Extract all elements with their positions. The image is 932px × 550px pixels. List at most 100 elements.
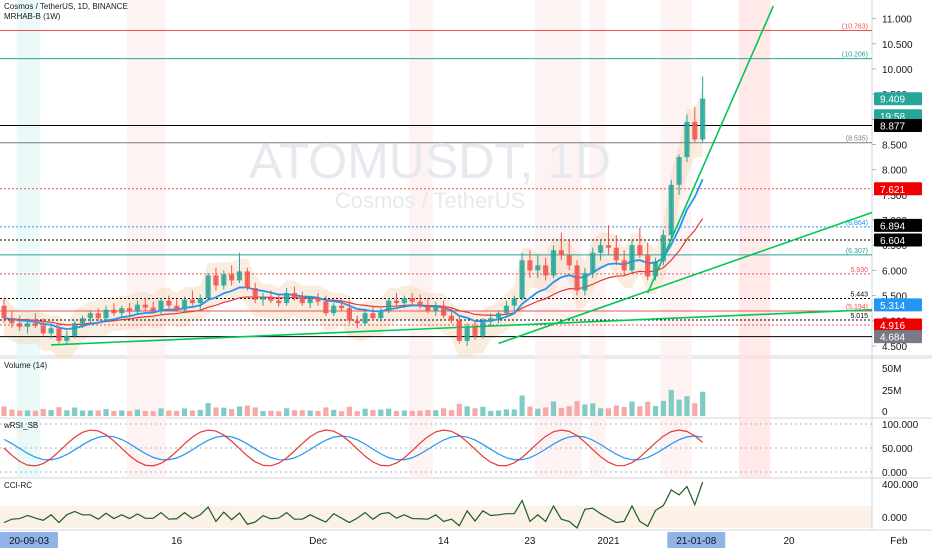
candle-body [660,235,666,262]
price-badge [874,218,922,232]
level-label: (10.763) [842,24,868,31]
volume-bar [79,410,86,416]
candle-body [221,274,227,286]
volume-bar [103,409,109,416]
candle-body [205,275,211,299]
event-strip [589,0,606,478]
volume-bar [558,407,564,416]
cci-line [3,481,704,529]
price-badge [874,318,922,332]
volume-bar [268,410,274,416]
candle-body [268,296,274,301]
candle-body [331,305,337,314]
candle-body [48,328,54,334]
volume-bar [150,411,156,416]
volume-bar [338,411,345,416]
volume-bar [582,404,588,416]
volume-bar [181,408,188,416]
volume-bar [472,408,478,416]
watermark-name: Cosmos / TetherUS [334,188,526,213]
candle-body [197,298,203,304]
wrsi-pane-title: wRSI_SB [4,421,39,430]
price-badge [874,182,922,196]
price-badge-label: 4.684 [880,333,905,344]
level-label: (6.307) [846,248,868,255]
candle-body [142,304,148,308]
watermark-ticker: ATOMUSDT, 1D [248,133,612,189]
level-label: 5.930 [850,267,868,274]
volume-bar [613,405,619,416]
candle-body [95,313,101,319]
volume-bar [574,401,580,416]
volume-bar [1,406,7,416]
candle-body [134,304,141,312]
volume-bar [535,408,541,416]
price-badge-label: 5.314 [880,301,905,312]
volume-bar [393,411,400,416]
volume-bar [692,403,698,416]
volume-bar [645,401,651,416]
volume-bar [323,407,329,416]
price-tick-label: 8.500 [882,140,907,151]
candle-body [613,247,619,261]
candle-body [598,245,604,253]
volume-bar [346,406,352,416]
candle-body [488,318,494,322]
price-badge [874,119,922,133]
volume-bar [543,407,549,416]
volume-bar [684,396,690,416]
candle-body [652,261,659,277]
candle-body [24,323,31,327]
candle-body [409,298,415,302]
volume-bar [629,401,635,416]
candle-body [472,326,478,336]
candle-body [189,299,195,304]
candle-body [291,293,298,299]
candle-body [433,305,439,311]
candle-body [519,260,525,299]
price-badge-label: 6.604 [880,236,905,247]
volume-bar [119,410,125,416]
volume-bar [621,407,627,416]
candle-body [362,313,368,324]
volume-bar [205,403,211,416]
wrsi-tick-label: 0.000 [882,468,907,479]
candle-body [621,260,627,271]
symbol-title: Cosmos / TetherUS, 1D, BINANCE [4,2,128,11]
price-tick-label: 5.500 [882,292,907,303]
volume-bar [166,410,172,416]
level-label: (8.535) [846,136,868,143]
price-tick-label: 10.000 [882,65,913,76]
price-badge-label: 8.877 [880,122,905,133]
time-axis-label: 23 [524,536,536,547]
time-axis-label: Dec [309,536,327,547]
cci-tick-label: 400.000 [882,480,919,491]
volume-bar [111,410,117,416]
volume-bar [598,408,604,416]
price-tick-label: 11.000 [882,15,912,26]
candle-body [417,301,423,306]
time-axis-label: 20-09-03 [9,536,49,547]
volume-bar [236,406,243,416]
volume-bar [229,408,235,416]
volume-bar [307,410,313,416]
volume-bar [448,410,455,416]
volume-bar [252,407,258,416]
candle-body [378,310,384,319]
volume-bar [284,408,290,416]
candle-body [676,157,682,185]
volume-bar [87,410,93,416]
volume-bar [370,410,376,416]
candle-body [56,328,62,341]
volume-bar [417,410,423,416]
price-badge-label: 19:58 [880,112,905,123]
volume-tick-label: 25M [882,386,901,397]
volume-bar [590,403,596,416]
level-label: (10.206) [842,52,868,59]
candle-body [299,298,305,304]
volume-bar [354,411,360,416]
candle-body [495,313,502,319]
candle-body [252,288,258,300]
event-strip [534,0,582,478]
candle-body [260,296,266,300]
